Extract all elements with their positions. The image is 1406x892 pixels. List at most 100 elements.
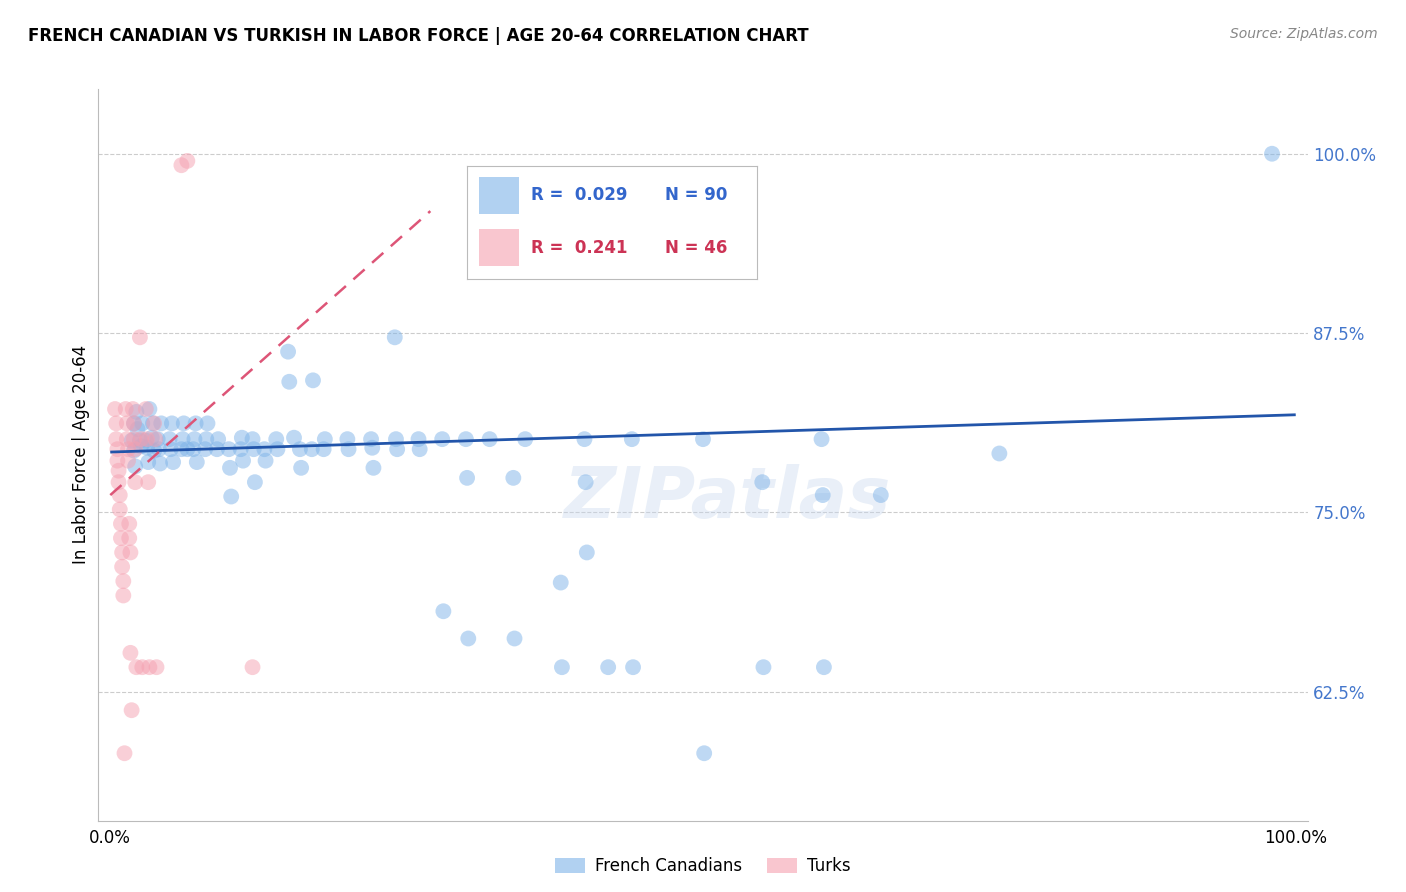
Point	[408, 432, 430, 446]
Point	[105, 453, 128, 467]
Point	[620, 432, 643, 446]
Point	[575, 475, 598, 490]
Point	[810, 432, 832, 446]
Point	[337, 442, 360, 457]
Point	[184, 417, 207, 431]
Point	[205, 442, 228, 457]
Text: FRENCH CANADIAN VS TURKISH IN LABOR FORCE | AGE 20-64 CORRELATION CHART: FRENCH CANADIAN VS TURKISH IN LABOR FORC…	[28, 27, 808, 45]
Point	[176, 442, 198, 457]
Point	[621, 660, 644, 674]
Point	[145, 660, 167, 674]
Point	[242, 660, 264, 674]
Point	[813, 660, 835, 674]
Point	[136, 441, 159, 455]
Point	[149, 457, 172, 471]
Point	[122, 417, 145, 431]
Point	[122, 443, 145, 458]
Point	[575, 545, 598, 559]
Point	[143, 443, 166, 458]
Point	[129, 434, 152, 448]
Point	[148, 442, 170, 457]
Point	[283, 431, 305, 445]
Point	[136, 475, 159, 490]
Point	[125, 660, 148, 674]
Point	[118, 531, 141, 545]
Point	[219, 460, 242, 475]
Point	[278, 375, 301, 389]
Point	[170, 442, 193, 457]
Point	[124, 475, 146, 490]
Point	[432, 604, 454, 618]
Point	[457, 632, 479, 646]
Point	[115, 432, 138, 446]
Point	[408, 442, 430, 457]
Point	[312, 442, 335, 457]
Point	[131, 417, 153, 431]
Point	[384, 330, 406, 344]
Point	[120, 646, 142, 660]
Point	[124, 459, 146, 474]
Point	[598, 660, 620, 674]
Point	[231, 431, 253, 445]
Point	[160, 417, 183, 431]
Point	[288, 442, 311, 457]
Point	[143, 432, 166, 446]
Point	[361, 441, 384, 455]
Point	[253, 442, 276, 457]
Point	[125, 405, 148, 419]
Point	[385, 442, 408, 457]
Point	[105, 417, 128, 431]
Point	[229, 442, 252, 457]
Point	[107, 464, 129, 478]
Point	[301, 442, 323, 457]
Y-axis label: In Labor Force | Age 20-64: In Labor Force | Age 20-64	[72, 345, 90, 565]
Point	[105, 432, 128, 446]
Point	[811, 488, 834, 502]
Point	[232, 453, 254, 467]
Point	[135, 402, 157, 417]
Point	[207, 432, 229, 446]
Point	[121, 402, 143, 417]
Point	[136, 432, 159, 446]
Point	[243, 475, 266, 490]
Point	[146, 432, 169, 446]
Point	[254, 453, 277, 467]
Point	[336, 432, 359, 446]
Point	[242, 442, 264, 457]
Point	[197, 417, 219, 431]
Point	[242, 432, 264, 446]
Point	[277, 344, 299, 359]
Point	[432, 432, 454, 446]
Point	[574, 432, 596, 446]
Point	[172, 432, 194, 446]
Point	[129, 432, 152, 446]
Point	[363, 460, 385, 475]
Point	[107, 475, 129, 490]
Point	[988, 446, 1011, 460]
Point	[112, 589, 135, 603]
Point	[183, 432, 205, 446]
Point	[117, 442, 139, 457]
Point	[266, 442, 288, 457]
Point	[550, 575, 572, 590]
Point	[111, 545, 134, 559]
Point	[385, 432, 408, 446]
Point	[142, 417, 165, 431]
Point	[138, 660, 160, 674]
Point	[118, 516, 141, 531]
Point	[162, 455, 184, 469]
Point	[136, 455, 159, 469]
Point	[120, 545, 142, 559]
Point	[502, 471, 524, 485]
Point	[150, 417, 173, 431]
Point	[454, 432, 477, 446]
Point	[104, 402, 127, 417]
Point	[112, 574, 135, 588]
Point	[173, 417, 195, 431]
Point	[105, 442, 128, 457]
Point	[129, 439, 152, 453]
Point	[360, 432, 382, 446]
Point	[159, 432, 181, 446]
Point	[1261, 146, 1284, 161]
Point	[219, 490, 242, 504]
